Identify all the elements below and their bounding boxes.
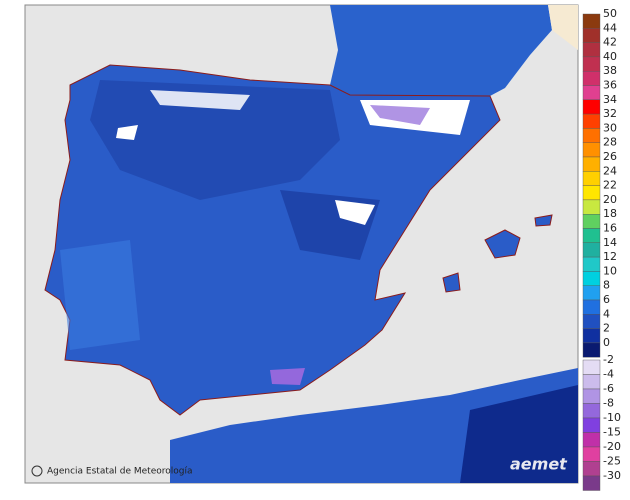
colorbar: 5044424038363432302826242220181614121086… — [582, 7, 621, 491]
legend-swatch — [582, 28, 601, 43]
legend-label: 32 — [603, 107, 617, 120]
legend-swatch — [582, 99, 601, 115]
legend-swatch — [582, 42, 601, 58]
legend-label: 36 — [603, 79, 617, 92]
legend-label: 42 — [603, 36, 617, 49]
legend-label: 2 — [603, 322, 610, 335]
legend-swatch — [582, 142, 601, 158]
legend-label: 18 — [603, 207, 617, 220]
frost-area — [270, 368, 305, 385]
logo: aemet — [510, 455, 568, 474]
legend-label: -15 — [603, 426, 621, 439]
legend-swatch — [582, 185, 601, 201]
legend-label: 22 — [603, 179, 617, 192]
legend-swatch — [582, 228, 601, 244]
legend-swatch — [582, 359, 601, 375]
frost-area — [370, 105, 430, 125]
legend-swatch — [582, 388, 601, 404]
legend-label: -25 — [603, 455, 621, 468]
legend-swatch — [582, 432, 601, 448]
cold-area — [460, 385, 578, 483]
france-land — [330, 5, 552, 96]
cold-area — [90, 80, 340, 200]
legend-swatch — [582, 13, 601, 29]
legend-label: -30 — [603, 469, 621, 482]
legend-swatch — [582, 342, 601, 358]
legend-label: -8 — [603, 397, 614, 410]
legend-swatch — [582, 85, 601, 101]
legend-swatch — [582, 299, 601, 315]
legend-swatch — [582, 446, 601, 462]
legend-swatch — [582, 213, 601, 229]
legend-swatch — [582, 70, 601, 86]
legend-label: -4 — [603, 368, 614, 381]
legend-label: 26 — [603, 150, 617, 163]
warm-area — [60, 240, 140, 350]
snow-area — [335, 200, 375, 225]
menorca — [534, 214, 553, 227]
legend-swatch — [582, 285, 601, 301]
legend-swatch — [582, 156, 601, 172]
legend-swatch — [582, 417, 601, 433]
credit: Agencia Estatal de Meteorología — [47, 467, 193, 477]
ibiza — [442, 272, 461, 293]
legend-swatch — [582, 113, 601, 129]
legend-label: -20 — [603, 440, 621, 453]
legend-label: 40 — [603, 50, 617, 63]
legend-label: 8 — [603, 279, 610, 292]
legend-label: 6 — [603, 293, 610, 306]
snow-area — [116, 125, 138, 140]
legend-label: 20 — [603, 193, 617, 206]
legend-label: 34 — [603, 93, 617, 106]
legend-label: 24 — [603, 164, 617, 177]
legend-label: 28 — [603, 136, 617, 149]
mallorca — [484, 229, 521, 259]
snow-area — [150, 90, 250, 110]
legend-swatch — [582, 128, 601, 143]
legend-swatch — [582, 475, 601, 491]
legend-label: 16 — [603, 222, 617, 235]
legend-swatch — [582, 271, 601, 286]
legend-swatch — [582, 461, 601, 477]
legend-label: 10 — [603, 264, 617, 277]
legend-swatch — [582, 199, 601, 215]
copyright-icon — [31, 465, 43, 477]
legend-swatch — [582, 256, 601, 272]
legend-label: -2 — [603, 353, 614, 366]
legend-label: 38 — [603, 64, 617, 77]
legend-label: 50 — [603, 7, 617, 20]
legend-label: 14 — [603, 236, 617, 249]
legend-swatch — [582, 328, 601, 344]
legend-swatch — [582, 242, 601, 258]
legend-swatch — [582, 374, 601, 390]
legend-label: -6 — [603, 382, 614, 395]
legend-swatch — [582, 171, 601, 186]
legend-swatch — [582, 403, 601, 419]
land-beige — [548, 5, 578, 50]
legend-label: -10 — [603, 411, 621, 424]
legend-label: 44 — [603, 21, 617, 34]
legend-swatch — [582, 56, 601, 72]
legend-label: 12 — [603, 250, 617, 263]
legend-label: 30 — [603, 121, 617, 134]
legend-label: 0 — [603, 336, 610, 349]
legend-swatch — [582, 314, 601, 329]
legend-label: 4 — [603, 307, 610, 320]
